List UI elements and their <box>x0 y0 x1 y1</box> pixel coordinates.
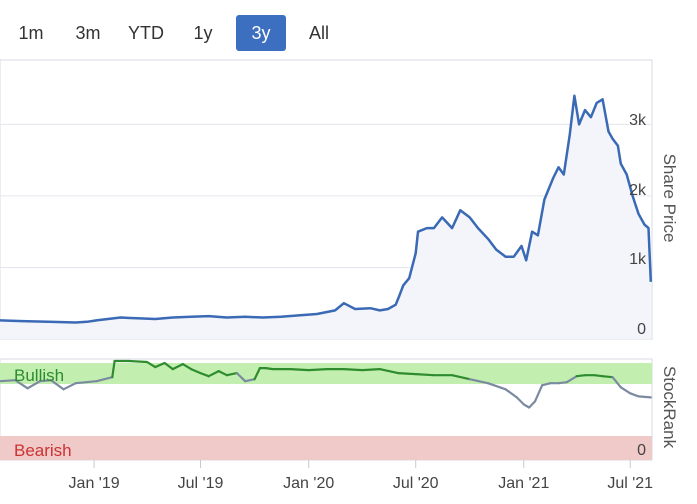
stockrank-bullish-segment <box>225 372 238 377</box>
stockrank-bullish-segment <box>154 361 166 369</box>
stockrank-bullish-segment <box>396 372 417 376</box>
stockrank-segment <box>468 378 490 385</box>
bullish-zone-label: Bullish <box>14 366 64 385</box>
stockrank-bullish-segment <box>378 368 400 375</box>
price-tick-label: 2k <box>629 182 647 199</box>
stockrank-bullish-segment <box>207 370 220 378</box>
x-tick-label: Jan '19 <box>69 475 120 492</box>
stockrank-segment <box>244 378 256 383</box>
price-tick-label: 0 <box>637 321 646 338</box>
x-tick-label: Jul '19 <box>178 475 224 492</box>
stockrank-bullish-segment <box>199 372 210 378</box>
range-3m-button[interactable]: 3m <box>75 23 101 43</box>
x-axis: Jan '19 Jul '19 Jan '20 Jul '20 Jan '21 … <box>69 460 653 492</box>
stockrank-segment <box>26 380 42 390</box>
price-tick-label: 1k <box>629 251 647 268</box>
stockrank-bullish-segment <box>190 368 202 375</box>
range-ytd-button[interactable]: YTD <box>128 23 164 43</box>
stockrank-tick-label: 0 <box>637 442 646 459</box>
stockrank-bullish-segment <box>342 368 364 372</box>
stockrank-bullish-segment <box>171 363 184 371</box>
stockrank-axis-title: StockRank <box>660 366 679 449</box>
stockrank-bullish-segment <box>253 367 261 381</box>
range-1m-button[interactable]: 1m <box>18 23 44 43</box>
stockrank-segment <box>629 392 640 398</box>
stockrank-segment <box>74 380 98 385</box>
stockrank-bullish-segment <box>111 359 116 379</box>
stockrank-bullish-segment <box>264 367 274 371</box>
stockrank-segment <box>0 379 17 383</box>
stockrank-lines <box>0 359 652 409</box>
stockrank-bullish-segment <box>601 375 614 379</box>
stockrank-segment <box>49 379 65 391</box>
stockrank-bullish-segment <box>163 361 174 371</box>
price-tick-label: 3k <box>629 112 647 129</box>
stockrank-segment <box>565 375 578 384</box>
stockrank-segment <box>515 396 525 406</box>
stockrank-segment <box>14 379 29 390</box>
stockrank-bullish-segment <box>414 373 435 377</box>
bullish-zone <box>0 363 652 384</box>
price-axis-title: Share Price <box>660 154 679 243</box>
stockrank-bullish-segment <box>181 363 193 371</box>
x-tick-label: Jul '21 <box>607 475 653 492</box>
x-tick-label: Jul '20 <box>393 475 439 492</box>
stockrank-segment <box>557 381 568 385</box>
stockrank-bullish-segment <box>593 374 604 378</box>
x-tick-label: Jan '21 <box>498 475 549 492</box>
stockrank-segment <box>504 388 518 399</box>
stockrank-bullish-segment <box>145 360 157 369</box>
x-tick-label: Jan '20 <box>283 475 334 492</box>
stockrank-segment <box>527 400 537 409</box>
price-area <box>0 95 651 339</box>
stockrank-bullish-segment <box>127 359 149 364</box>
range-selector: 1m 3m YTD 1y 3y All <box>0 15 697 51</box>
stockrank-segment <box>235 372 247 383</box>
stockrank-segment <box>486 382 507 391</box>
range-1y-button[interactable]: 1y <box>193 23 213 43</box>
stockrank-segment <box>540 382 552 387</box>
stockrank-segment <box>533 384 544 403</box>
range-3y-button[interactable]: 3y <box>236 15 286 51</box>
bearish-zone <box>0 436 652 460</box>
bearish-zone-label: Bearish <box>14 441 72 460</box>
stockrank-bullish-segment <box>307 368 328 372</box>
stockrank-bullish-segment <box>217 370 228 377</box>
stockrank-segment <box>637 395 652 399</box>
stockrank-segment <box>62 382 77 391</box>
price-line <box>0 94 653 324</box>
range-all-button[interactable]: All <box>308 23 329 43</box>
stockrank-bullish-segment <box>451 374 471 381</box>
stockrank-bullish-segment <box>575 374 587 378</box>
stockrank-segment <box>95 376 114 383</box>
stockrank-segment <box>619 386 632 395</box>
stockrank-segment <box>38 379 53 383</box>
stockrank-bullish-segment <box>289 368 310 372</box>
stockrank-bullish-segment <box>361 368 381 372</box>
stockrank-segment <box>611 376 622 389</box>
